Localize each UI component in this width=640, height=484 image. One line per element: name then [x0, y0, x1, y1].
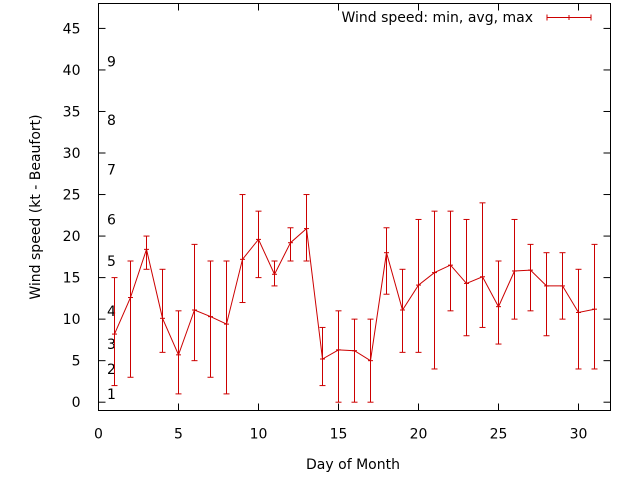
beaufort-label: 7 — [107, 163, 116, 179]
y-tick-label: 35 — [63, 104, 81, 120]
beaufort-label: 9 — [107, 55, 116, 71]
y-tick-label: 15 — [63, 271, 81, 287]
plot-frame — [98, 3, 611, 411]
y-tick-label: 20 — [63, 229, 81, 245]
legend: Wind speed: min, avg, max — [341, 10, 592, 26]
series-layer — [111, 194, 598, 403]
x-axis-label: Day of Month — [306, 457, 400, 473]
y-tick-label: 30 — [63, 146, 81, 162]
beaufort-label: 3 — [107, 337, 116, 353]
beaufort-label: 5 — [107, 254, 116, 270]
beaufort-label: 6 — [107, 212, 116, 228]
x-tick-label: 30 — [570, 427, 588, 443]
y-tick-label: 25 — [63, 188, 81, 204]
x-tick-label: 15 — [330, 427, 348, 443]
y-axis-label: Wind speed (kt - Beaufort) — [28, 114, 44, 299]
x-tick-label: 0 — [94, 427, 103, 443]
y-tick-label: 40 — [63, 63, 81, 79]
y-tick-label: 45 — [63, 21, 81, 37]
legend-label: Wind speed: min, avg, max — [341, 10, 533, 26]
x-tick-label: 5 — [174, 427, 183, 443]
y-tick-label: 10 — [63, 312, 81, 328]
beaufort-label: 2 — [107, 362, 116, 378]
beaufort-label: 4 — [107, 304, 116, 320]
x-axis-ticks: 0 5 10 15 20 25 30 — [94, 3, 588, 443]
x-tick-label: 10 — [250, 427, 268, 443]
x-tick-label: 25 — [490, 427, 508, 443]
y-tick-label: 5 — [72, 354, 81, 370]
beaufort-label: 1 — [107, 387, 116, 403]
beaufort-scale-labels: 1 2 3 4 5 6 7 8 9 — [107, 55, 116, 403]
y-tick-label: 0 — [72, 395, 81, 411]
x-tick-label: 20 — [410, 427, 428, 443]
beaufort-label: 8 — [107, 113, 116, 129]
